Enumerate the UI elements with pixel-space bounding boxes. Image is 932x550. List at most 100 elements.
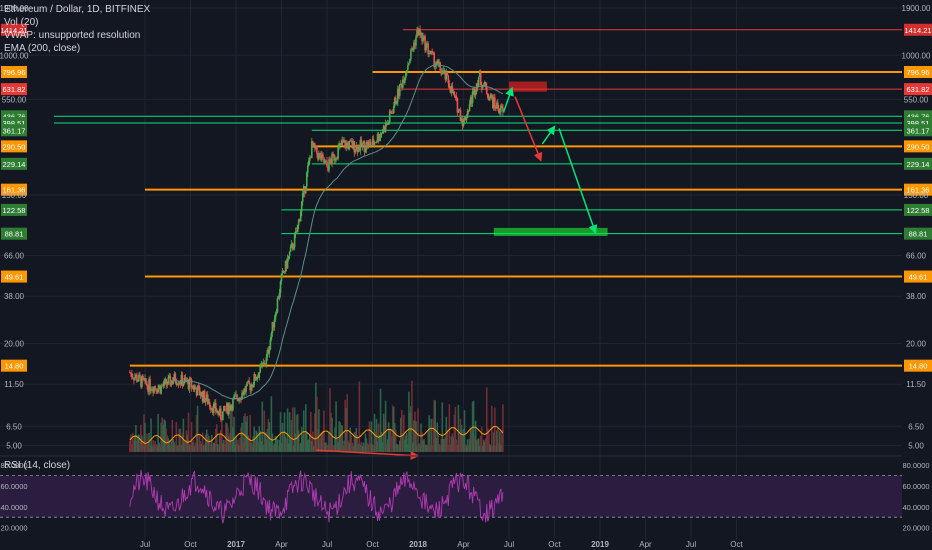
volume-bar-25 <box>154 440 156 452</box>
volume-bar-92 <box>222 443 224 452</box>
volume-bar-171 <box>301 435 304 452</box>
annotation-arrows <box>316 86 598 460</box>
volume-bar-134 <box>264 432 267 452</box>
candle-body-155 <box>285 260 288 269</box>
vwap-indicator[interactable]: VWAP: unsupported resolution <box>4 30 141 41</box>
level-10-box <box>904 270 932 283</box>
volume-bar-194 <box>325 442 327 452</box>
candle-body-4 <box>133 378 135 381</box>
arrow-down-2 <box>558 128 598 235</box>
candle-body-167 <box>297 219 300 225</box>
volume-bar-186 <box>317 429 319 452</box>
volume-bar-195 <box>326 444 328 452</box>
volume-bar-36 <box>165 428 168 452</box>
candle-body-300 <box>432 52 434 54</box>
candle-body-32 <box>161 385 163 387</box>
candle-body-129 <box>259 364 262 373</box>
level-6-label-left: 229.14 <box>3 160 26 169</box>
candle-body-313 <box>445 72 448 80</box>
candle-body-118 <box>248 380 250 384</box>
volume-bar-4 <box>133 440 135 452</box>
volume-bar-0 <box>129 440 131 452</box>
volume-bar-238 <box>369 443 372 452</box>
volume-bar-216 <box>347 440 350 452</box>
y-tick-left-8: 6.50 <box>6 422 22 431</box>
ema-indicator[interactable]: EMA (200, close) <box>4 43 81 54</box>
volume-bar-361 <box>494 407 496 452</box>
candle-body-295 <box>427 43 429 54</box>
volume-bar-351 <box>483 442 486 452</box>
candle-body-286 <box>418 28 420 35</box>
volume-bar-344 <box>476 439 479 452</box>
candle-body-288 <box>420 32 422 35</box>
candle-body-105 <box>235 394 237 396</box>
y-tick-left-1: 1000.00 <box>0 51 29 60</box>
symbol-title[interactable]: Ethereum / Dollar, 1D, BITFINEX <box>4 4 151 15</box>
volume-bar-98 <box>228 436 230 452</box>
volume-bar-335 <box>467 445 470 452</box>
candle-body-83 <box>212 403 215 413</box>
candle-body-73 <box>202 390 205 402</box>
candle-body-316 <box>448 83 451 89</box>
volume-bar-304 <box>436 422 439 452</box>
volume-bar-245 <box>376 441 379 452</box>
candle-body-29 <box>158 385 160 388</box>
candle-body-20 <box>149 378 151 391</box>
candle-body-97 <box>227 403 229 415</box>
volume-bar-286 <box>418 443 420 452</box>
volume-bar-266 <box>397 444 400 452</box>
rsi-tick-left-1: 60.0000 <box>0 482 27 491</box>
candle-body-179 <box>310 157 312 159</box>
candle-body-101 <box>231 405 233 410</box>
candle-body-236 <box>367 141 370 148</box>
volume-bar-164 <box>294 433 297 452</box>
volume-bar-173 <box>303 432 306 452</box>
candle-body-159 <box>289 246 292 252</box>
volume-bar-16 <box>145 442 147 452</box>
candle-body-208 <box>339 143 341 145</box>
candle-body-42 <box>171 380 174 384</box>
candle-body-30 <box>159 385 161 394</box>
level-6-box <box>904 157 932 170</box>
rsi-indicator[interactable]: RSI (14, close) <box>4 460 71 471</box>
level-11-box <box>904 359 932 372</box>
volume-bar-79 <box>208 438 211 452</box>
volume-bar-116 <box>246 416 248 452</box>
candle-body-89 <box>219 408 221 416</box>
volume-bar-63 <box>192 440 195 452</box>
candle-body-75 <box>204 399 207 403</box>
volume-bar-332 <box>464 444 467 452</box>
candle-body-108 <box>238 397 240 402</box>
volume-bar-287 <box>419 445 421 452</box>
candle-body-38 <box>167 377 170 385</box>
volume-bar-307 <box>439 444 442 452</box>
candle-body-160 <box>290 243 293 247</box>
volume-bar-323 <box>455 439 458 452</box>
volume-bar-57 <box>186 434 189 452</box>
candle-body-24 <box>153 386 155 393</box>
candle-body-39 <box>168 375 171 378</box>
candle-body-211 <box>342 140 344 143</box>
candle-body-306 <box>438 62 441 64</box>
candle-body-117 <box>247 380 249 382</box>
candle-body-246 <box>377 133 380 141</box>
vol-indicator[interactable]: Vol (20) <box>4 17 39 28</box>
x-tick-9: Oct <box>548 540 561 549</box>
x-tick-3: Apr <box>275 540 288 549</box>
volume-bar-215 <box>346 394 349 452</box>
candle-body-197 <box>328 159 330 171</box>
candle-body-58 <box>187 379 190 390</box>
x-tick-1: Oct <box>184 540 197 549</box>
volume-bar-350 <box>482 439 485 452</box>
level-4-label: 361.17 <box>907 126 930 135</box>
volume-bar-169 <box>299 442 302 452</box>
candle-body-215 <box>346 143 349 145</box>
volume-bar-257 <box>388 429 391 452</box>
volume-bar-80 <box>209 444 212 452</box>
volume-bar-224 <box>355 428 358 452</box>
candle-body-214 <box>345 143 348 149</box>
candle-body-369 <box>502 107 504 112</box>
volume-bar-334 <box>466 439 469 452</box>
volume-bar-315 <box>447 444 450 452</box>
